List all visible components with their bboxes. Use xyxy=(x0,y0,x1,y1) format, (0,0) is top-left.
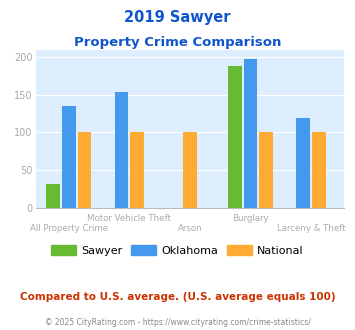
Text: 2019 Sawyer: 2019 Sawyer xyxy=(124,10,231,25)
Bar xyxy=(183,132,197,208)
Bar xyxy=(312,132,326,208)
Text: Compared to U.S. average. (U.S. average equals 100): Compared to U.S. average. (U.S. average … xyxy=(20,292,335,302)
Text: Motor Vehicle Theft: Motor Vehicle Theft xyxy=(87,214,171,223)
Text: © 2025 CityRating.com - https://www.cityrating.com/crime-statistics/: © 2025 CityRating.com - https://www.city… xyxy=(45,318,310,327)
Text: Arson: Arson xyxy=(178,224,202,234)
Bar xyxy=(130,132,144,208)
Bar xyxy=(78,132,92,208)
Legend: Sawyer, Oklahoma, National: Sawyer, Oklahoma, National xyxy=(47,241,308,260)
Text: All Property Crime: All Property Crime xyxy=(30,224,108,234)
Bar xyxy=(259,132,273,208)
Bar xyxy=(46,184,60,208)
Bar xyxy=(244,59,257,208)
Text: Burglary: Burglary xyxy=(232,214,269,223)
Text: Larceny & Theft: Larceny & Theft xyxy=(277,224,345,234)
Bar xyxy=(115,92,129,208)
Bar xyxy=(62,106,76,208)
Bar xyxy=(228,66,242,208)
Text: Property Crime Comparison: Property Crime Comparison xyxy=(74,36,281,49)
Bar xyxy=(296,118,310,208)
